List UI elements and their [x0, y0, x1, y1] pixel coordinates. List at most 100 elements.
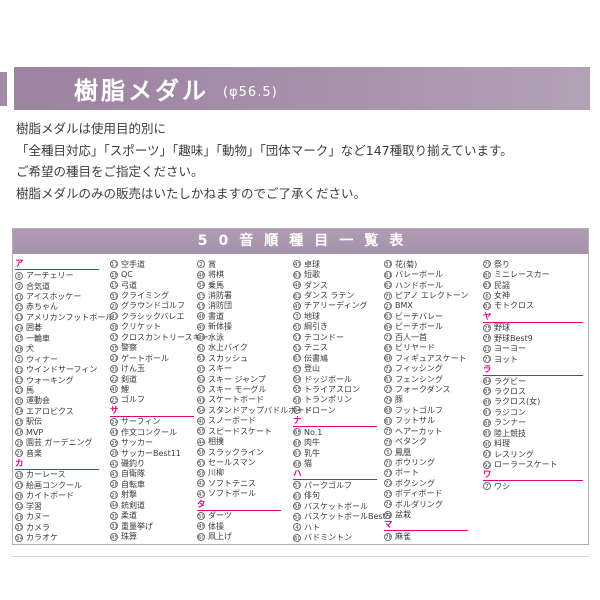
item-number: 54	[197, 406, 205, 415]
category-item: 54 ドッジボール	[293, 374, 391, 384]
item-number: 7	[483, 482, 491, 491]
item-number: 44	[197, 437, 205, 446]
category-item: 62 ハンドボール	[384, 280, 468, 290]
item-label: 綱引き	[304, 322, 328, 332]
category-item: 48 ダンス	[293, 280, 391, 290]
category-item: 90 料理	[483, 438, 583, 448]
item-label: 一輪車	[26, 333, 50, 343]
item-label: 乳牛	[304, 448, 320, 458]
item-label: ビーチバレー	[395, 311, 443, 321]
category-item: 18 QC	[110, 269, 209, 279]
item-label: 空手道	[121, 259, 145, 269]
item-number: 20	[110, 301, 118, 310]
item-label: カヌー	[26, 512, 50, 522]
item-label: チアリーディング	[304, 301, 368, 311]
item-number: 49	[197, 322, 205, 331]
category-item: 71 百人一首	[384, 332, 468, 342]
item-label: 花(菊)	[395, 259, 418, 269]
item-label: 賞	[208, 259, 216, 269]
category-item: 50 綱引き	[293, 322, 391, 332]
item-number: 57	[293, 481, 301, 490]
item-label: 消防団	[208, 301, 232, 311]
category-item: 56 スラックライン	[197, 447, 312, 457]
category-item: 65 No.1	[293, 427, 391, 437]
category-item: 55 トライアスロン	[293, 384, 391, 394]
item-label: バドミントン	[304, 533, 353, 543]
item-label: フェンシング	[395, 374, 443, 384]
item-label: サッカー	[121, 438, 153, 448]
item-label: 運動会	[26, 396, 50, 406]
item-label: ウィナー	[26, 354, 58, 364]
category-item: 8 アーチェリー	[15, 270, 113, 280]
table-column: 47 卓球 61 短歌 48 ダンス 62 ダンス ラテン 49 チアリーディング 3 地球 50 綱引き…	[293, 259, 391, 543]
item-number: 18	[110, 270, 118, 279]
category-item: 66 肉牛	[293, 437, 391, 447]
item-label: ペタンク	[395, 437, 427, 447]
item-number: 56	[197, 448, 205, 457]
item-number: 25	[110, 438, 118, 447]
category-item: 57 パークゴルフ	[293, 480, 391, 490]
category-item: 32 水泳	[197, 332, 312, 342]
item-number: 25	[15, 334, 23, 343]
category-item: 16 MVP	[15, 427, 113, 437]
section-header: ア	[15, 259, 99, 271]
category-item: 44 相撲	[197, 436, 312, 446]
category-item: 21 ゲートボール	[110, 353, 209, 363]
category-item: 72 ボクシング	[384, 478, 468, 488]
item-number: 89	[483, 429, 491, 438]
category-item: 5 鳳凰	[384, 447, 468, 457]
item-label: 鯉	[121, 384, 129, 394]
category-item: 63 ビーチバレー	[384, 311, 468, 321]
item-number: 31	[384, 260, 392, 269]
item-label: ローラースケート	[494, 460, 558, 470]
item-label: バレーボール	[395, 270, 443, 280]
category-item: 43 ソフトボール	[197, 489, 312, 499]
item-label: 駅伝	[26, 417, 42, 427]
item-number: 53	[197, 385, 205, 394]
item-number: 12	[15, 365, 23, 374]
item-label: 川柳	[208, 468, 224, 478]
category-item: 36 カイトボード	[15, 491, 113, 501]
item-number: 76	[384, 437, 392, 446]
category-item: 19 弓道	[110, 280, 209, 290]
intro-text: 樹脂メダルは使用目的別に 「全種目対応」「スポーツ」「趣味」「動物」「団体マーク…	[16, 118, 594, 204]
section-header: ヤ	[483, 311, 583, 323]
item-label: フットサル	[395, 416, 435, 426]
category-item: 27 BMX	[384, 301, 468, 311]
item-number: 82	[483, 301, 491, 310]
item-number: 10	[483, 344, 491, 353]
item-number: 92	[483, 460, 491, 469]
category-item: 22 剣道	[110, 374, 209, 384]
category-item: 33 カメラ	[15, 522, 113, 532]
category-item: 51 スカッシュ	[197, 353, 312, 363]
item-label: ピアノ エレクトーン	[395, 291, 469, 301]
item-label: スピードスケート	[208, 426, 272, 436]
category-item: 53 スキー モーグル	[197, 384, 312, 394]
item-label: 自転車	[121, 479, 145, 489]
category-item: 60 凧上げ	[197, 531, 312, 541]
item-number: 22	[110, 375, 118, 384]
category-item: 4 ハト	[293, 522, 391, 532]
item-label: 乗馬	[208, 280, 224, 290]
item-number: 64	[293, 406, 301, 415]
category-item: 57 セールスマン	[197, 457, 312, 467]
item-number: 33	[15, 523, 23, 532]
item-label: 赤ちゃん	[26, 302, 58, 312]
category-item: 70 ピアノ エレクトーン	[384, 290, 468, 300]
category-item: 61 バレーボール	[384, 269, 468, 279]
item-label: 自衛隊	[121, 469, 145, 479]
item-number: 47	[110, 312, 118, 321]
item-number: 4	[293, 523, 301, 532]
category-item: 45 珠算	[110, 531, 209, 541]
section-header: マ	[384, 520, 468, 532]
item-label: ゴルフ	[121, 395, 145, 405]
category-item: 17 空手道	[110, 259, 209, 269]
category-item: 82 モトクロス	[483, 301, 583, 311]
item-label: 音楽	[26, 448, 42, 458]
item-label: ハト	[304, 522, 321, 532]
item-label: QC	[121, 270, 133, 280]
item-number: 54	[293, 375, 301, 384]
item-label: 登山	[304, 364, 320, 374]
category-item: 13 消防署	[197, 290, 312, 300]
item-label: テニス	[304, 343, 328, 353]
